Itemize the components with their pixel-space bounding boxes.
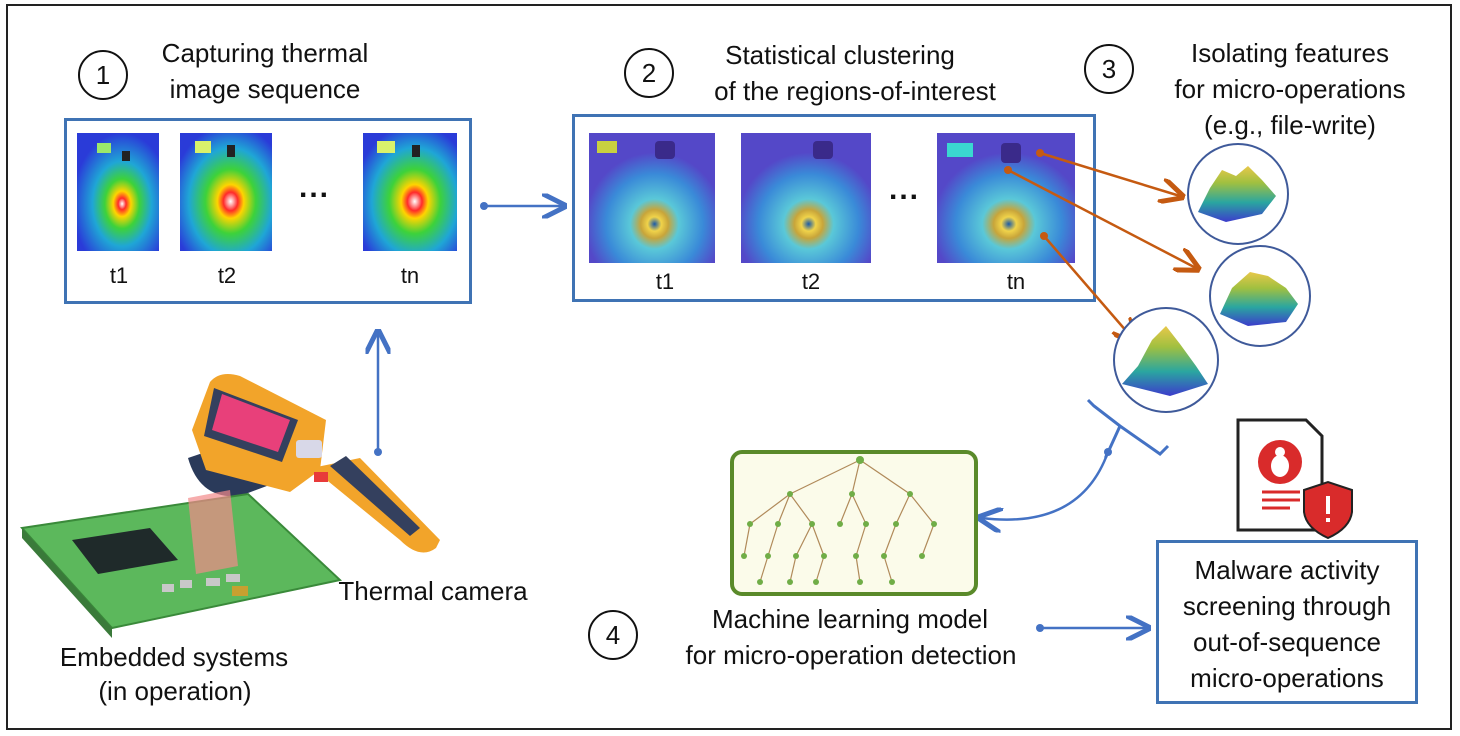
cluster-tn-label: tn bbox=[1006, 269, 1026, 294]
malware-document-icon bbox=[1236, 418, 1353, 540]
feature-surface-3 bbox=[1113, 307, 1219, 413]
cluster-t2-label: t2 bbox=[801, 269, 821, 294]
roi-arrows bbox=[1004, 149, 1196, 340]
step-3-title-line2: for micro-operations bbox=[1174, 74, 1406, 104]
frame-ellipsis: ... bbox=[299, 171, 331, 204]
clustering-panel: t1 t2 ... tn bbox=[572, 114, 1096, 302]
cluster-ellipsis: ... bbox=[889, 173, 921, 206]
frame-tn-label: tn bbox=[400, 263, 420, 288]
step-4-badge: 4 bbox=[588, 610, 638, 660]
step-4-title-line1: Machine learning model bbox=[711, 604, 989, 634]
step-3-badge: 3 bbox=[1084, 44, 1134, 94]
frame-t1-label: t1 bbox=[109, 263, 129, 288]
step-4-title-line2: for micro-operation detection bbox=[685, 640, 1017, 670]
malware-screening-box: Malware activity screening through out-o… bbox=[1156, 540, 1418, 704]
embedded-label-line2: (in operation) bbox=[98, 676, 252, 706]
arrow-features-to-model bbox=[982, 451, 1110, 520]
step-2-title-line2: of the regions-of-interest bbox=[714, 76, 996, 106]
thermal-sequence-panel: t1 t2 ... tn bbox=[64, 118, 472, 304]
feature-surface-1 bbox=[1187, 143, 1289, 245]
step-3-title-line3: (e.g., file-write) bbox=[1204, 110, 1376, 140]
step-2-badge: 2 bbox=[624, 48, 674, 98]
result-line2: screening through bbox=[1182, 591, 1392, 621]
cluster-frames-graphic bbox=[589, 133, 1075, 263]
step-1-title-line1: Capturing thermal bbox=[161, 38, 369, 68]
result-line1: Malware activity bbox=[1194, 555, 1380, 585]
camera-label: Thermal camera bbox=[338, 576, 528, 606]
result-line3: out-of-sequence bbox=[1193, 627, 1381, 657]
diagram-frame bbox=[6, 4, 1452, 730]
thermal-camera-graphic bbox=[188, 374, 440, 553]
thermal-frames-graphic bbox=[77, 133, 457, 251]
step-3-title-line1: Isolating features bbox=[1190, 38, 1389, 68]
result-line4: micro-operations bbox=[1190, 663, 1384, 693]
embedded-board-graphic bbox=[20, 490, 343, 638]
step-1-badge: 1 bbox=[78, 50, 128, 100]
decision-tree-graphic bbox=[730, 450, 978, 596]
cluster-t1-label: t1 bbox=[655, 269, 675, 294]
step-1-title-line2: image sequence bbox=[169, 74, 361, 104]
step-2-title-line1: Statistical clustering bbox=[725, 40, 955, 70]
embedded-label-line1: Embedded systems bbox=[59, 642, 289, 672]
frame-t2-label: t2 bbox=[217, 263, 237, 288]
feature-surface-2 bbox=[1209, 245, 1311, 347]
